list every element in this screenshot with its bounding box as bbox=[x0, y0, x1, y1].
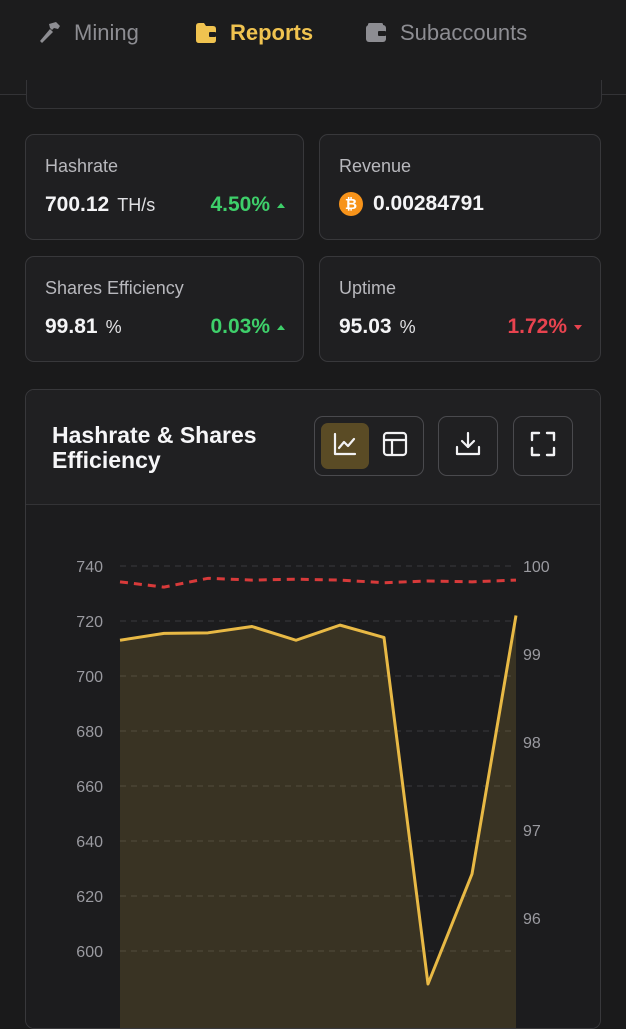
chart-plot-area: 740 720 700 680 660 640 620 600 100 99 98 97 96 bbox=[26, 505, 601, 1029]
hashrate-area bbox=[120, 616, 516, 1029]
download-button[interactable] bbox=[438, 416, 498, 476]
left-axis-tick-label: 740 bbox=[76, 559, 103, 576]
shares-efficiency-title: Shares Efficiency bbox=[45, 278, 184, 299]
tab-reports-label: Reports bbox=[230, 20, 313, 46]
shares-efficiency-value-group: 99.81 % bbox=[45, 315, 122, 339]
revenue-card: Revenue ₿ 0.00284791 bbox=[319, 134, 601, 240]
left-axis-tick-label: 680 bbox=[76, 724, 103, 741]
left-axis-tick-label: 700 bbox=[76, 669, 103, 686]
wallet-icon bbox=[364, 21, 388, 45]
left-axis-tick-label: 660 bbox=[76, 779, 103, 796]
right-axis-tick-label: 98 bbox=[523, 735, 541, 752]
table-view-button[interactable] bbox=[371, 423, 419, 469]
fullscreen-icon bbox=[529, 430, 557, 463]
fullscreen-button[interactable] bbox=[513, 416, 573, 476]
hashrate-efficiency-chart: 740 720 700 680 660 640 620 600 100 99 98 97 96 bbox=[26, 505, 601, 1029]
hammer-icon bbox=[36, 20, 62, 46]
revenue-title: Revenue bbox=[339, 156, 411, 177]
bitcoin-icon: ₿ bbox=[339, 192, 363, 216]
right-axis-tick-label: 96 bbox=[523, 911, 541, 928]
line-chart-icon bbox=[331, 430, 359, 463]
hashrate-change: 4.50% bbox=[210, 193, 285, 217]
shares-efficiency-change-value: 0.03% bbox=[210, 315, 270, 339]
chart-title: Hashrate & Shares Efficiency bbox=[52, 423, 292, 473]
chart-view-button[interactable] bbox=[321, 423, 369, 469]
uptime-change: 1.72% bbox=[507, 315, 582, 339]
uptime-card: Uptime 95.03 % 1.72% bbox=[319, 256, 601, 362]
arrow-up-icon bbox=[277, 203, 285, 208]
left-axis-tick-label: 600 bbox=[76, 944, 103, 961]
chart-header: Hashrate & Shares Efficiency bbox=[26, 390, 600, 505]
shares-efficiency-value: 99.81 bbox=[45, 315, 98, 339]
uptime-change-value: 1.72% bbox=[507, 315, 567, 339]
right-axis-tick-label: 99 bbox=[523, 647, 541, 664]
tab-reports[interactable]: Reports bbox=[194, 18, 313, 48]
uptime-unit: % bbox=[400, 317, 416, 338]
folder-icon bbox=[194, 21, 218, 45]
chart-card: Hashrate & Shares Efficiency bbox=[25, 389, 601, 1029]
shares-efficiency-card: Shares Efficiency 99.81 % 0.03% bbox=[25, 256, 304, 362]
left-axis-tick-label: 720 bbox=[76, 614, 103, 631]
arrow-down-icon bbox=[574, 325, 582, 330]
view-toggle-group bbox=[314, 416, 424, 476]
hashrate-change-value: 4.50% bbox=[210, 193, 270, 217]
tab-subaccounts-label: Subaccounts bbox=[400, 20, 527, 46]
tab-subaccounts[interactable]: Subaccounts bbox=[364, 18, 527, 48]
uptime-value: 95.03 bbox=[339, 315, 392, 339]
shares-efficiency-change: 0.03% bbox=[210, 315, 285, 339]
tab-mining[interactable]: Mining bbox=[36, 18, 139, 48]
left-axis-tick-label: 640 bbox=[76, 834, 103, 851]
tab-mining-label: Mining bbox=[74, 20, 139, 46]
shares-efficiency-line bbox=[120, 578, 516, 587]
hashrate-value: 700.12 bbox=[45, 193, 109, 217]
hashrate-title: Hashrate bbox=[45, 156, 118, 177]
download-icon bbox=[454, 430, 482, 463]
previous-card-edge bbox=[26, 80, 602, 109]
uptime-title: Uptime bbox=[339, 278, 396, 299]
shares-efficiency-unit: % bbox=[106, 317, 122, 338]
hashrate-value-group: 700.12 TH/s bbox=[45, 193, 155, 217]
right-axis-tick-label: 100 bbox=[523, 559, 550, 576]
hashrate-card: Hashrate 700.12 TH/s 4.50% bbox=[25, 134, 304, 240]
hashrate-unit: TH/s bbox=[117, 195, 155, 216]
table-icon bbox=[381, 430, 409, 463]
uptime-value-group: 95.03 % bbox=[339, 315, 416, 339]
revenue-value-group: ₿ 0.00284791 bbox=[339, 192, 484, 216]
arrow-up-icon bbox=[277, 325, 285, 330]
right-axis-tick-label: 97 bbox=[523, 823, 541, 840]
revenue-value: 0.00284791 bbox=[373, 192, 484, 216]
left-axis-tick-label: 620 bbox=[76, 889, 103, 906]
